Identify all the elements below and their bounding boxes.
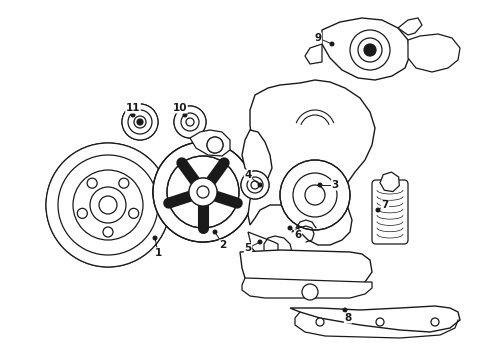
Circle shape — [167, 156, 239, 228]
Circle shape — [251, 181, 259, 189]
Circle shape — [364, 44, 376, 56]
Text: 10: 10 — [173, 103, 187, 113]
Text: 7: 7 — [381, 200, 389, 210]
Circle shape — [329, 41, 335, 46]
Polygon shape — [248, 232, 292, 264]
Circle shape — [153, 142, 253, 242]
Polygon shape — [408, 34, 460, 72]
Polygon shape — [322, 18, 410, 80]
Circle shape — [358, 38, 382, 62]
Circle shape — [374, 196, 406, 228]
Circle shape — [241, 171, 269, 199]
Circle shape — [207, 137, 223, 153]
Circle shape — [288, 225, 293, 230]
Text: 1: 1 — [154, 248, 162, 258]
Circle shape — [247, 177, 263, 193]
Polygon shape — [240, 250, 372, 290]
Circle shape — [258, 239, 263, 244]
Circle shape — [241, 171, 269, 199]
Circle shape — [181, 113, 199, 131]
Circle shape — [134, 116, 146, 128]
Circle shape — [130, 112, 136, 117]
Circle shape — [137, 119, 143, 125]
Circle shape — [122, 104, 158, 140]
Circle shape — [343, 307, 347, 312]
Circle shape — [77, 208, 87, 219]
Circle shape — [46, 143, 170, 267]
Circle shape — [99, 196, 117, 214]
Circle shape — [280, 160, 350, 230]
Text: 8: 8 — [344, 313, 352, 323]
Circle shape — [122, 104, 158, 140]
Circle shape — [350, 30, 390, 70]
Polygon shape — [398, 18, 422, 35]
Circle shape — [302, 284, 318, 300]
Circle shape — [174, 106, 206, 138]
FancyBboxPatch shape — [372, 180, 408, 244]
Polygon shape — [190, 130, 230, 156]
Circle shape — [431, 318, 439, 326]
Circle shape — [119, 178, 129, 188]
Circle shape — [207, 137, 223, 153]
Polygon shape — [380, 172, 399, 192]
Circle shape — [258, 183, 263, 188]
Circle shape — [186, 118, 194, 126]
Circle shape — [174, 106, 206, 138]
Circle shape — [152, 235, 157, 240]
Circle shape — [90, 187, 126, 223]
Circle shape — [375, 207, 381, 212]
Circle shape — [87, 178, 97, 188]
Text: 5: 5 — [245, 243, 252, 253]
Circle shape — [197, 186, 209, 198]
Polygon shape — [290, 306, 460, 332]
Circle shape — [197, 186, 209, 198]
Text: 3: 3 — [331, 180, 339, 190]
Circle shape — [182, 112, 188, 117]
Polygon shape — [242, 130, 272, 182]
Text: 9: 9 — [315, 33, 321, 43]
Circle shape — [316, 318, 324, 326]
Circle shape — [189, 178, 217, 206]
Circle shape — [213, 230, 218, 234]
Polygon shape — [305, 44, 322, 64]
Text: 6: 6 — [294, 230, 302, 240]
Circle shape — [318, 183, 322, 188]
Polygon shape — [242, 278, 372, 298]
Circle shape — [129, 208, 139, 219]
Circle shape — [73, 170, 143, 240]
Circle shape — [189, 178, 217, 206]
Text: 2: 2 — [220, 240, 227, 250]
Text: 11: 11 — [126, 103, 140, 113]
Circle shape — [128, 110, 152, 134]
Text: 4: 4 — [245, 170, 252, 180]
Circle shape — [58, 155, 158, 255]
Circle shape — [153, 142, 253, 242]
Circle shape — [376, 318, 384, 326]
Circle shape — [46, 143, 170, 267]
Circle shape — [103, 227, 113, 237]
Polygon shape — [248, 80, 375, 245]
